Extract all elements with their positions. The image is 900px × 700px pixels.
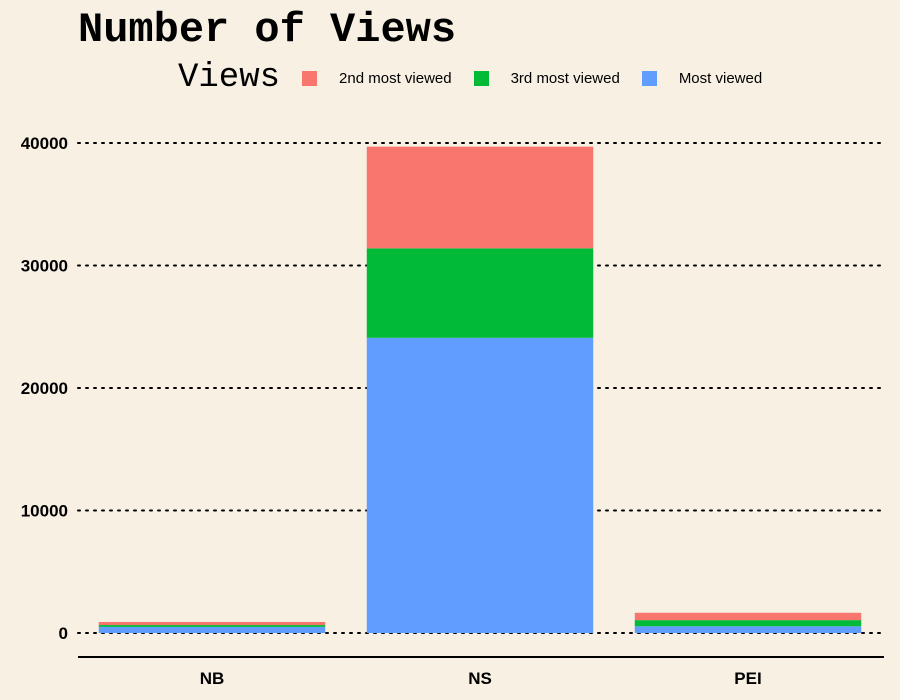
legend-swatch-most-viewed <box>641 70 657 86</box>
y-tick-label: 10000 <box>21 502 68 521</box>
y-tick-label: 0 <box>59 624 68 643</box>
bar-nb-3rd-most-viewed <box>98 625 326 627</box>
bar-pei-most-viewed <box>634 626 862 633</box>
y-tick-label: 20000 <box>21 379 68 398</box>
bar-ns-2nd-most-viewed <box>366 146 594 249</box>
legend: Views 2nd most viewed 3rd most viewed Mo… <box>178 58 784 98</box>
y-tick-label: 30000 <box>21 257 68 276</box>
legend-label-3rd-most-viewed: 3rd most viewed <box>510 69 620 87</box>
legend-swatch-2nd-most-viewed <box>302 70 318 86</box>
bar-nb-2nd-most-viewed <box>98 621 326 626</box>
x-tick-label: PEI <box>734 669 761 688</box>
x-tick-label: NS <box>468 669 492 688</box>
bar-nb-most-viewed <box>98 626 326 633</box>
bar-pei-3rd-most-viewed <box>634 620 862 627</box>
legend-swatch-3rd-most-viewed <box>473 70 489 86</box>
chart-title: Number of Views <box>78 6 457 54</box>
legend-item-3rd-most-viewed: 3rd most viewed <box>473 69 620 87</box>
legend-label-2nd-most-viewed: 2nd most viewed <box>339 69 452 87</box>
bar-ns-most-viewed <box>366 337 594 633</box>
legend-label-most-viewed: Most viewed <box>678 69 763 87</box>
legend-item-2nd-most-viewed: 2nd most viewed <box>302 70 452 87</box>
y-tick-label: 40000 <box>21 134 68 153</box>
legend-title: Views <box>178 59 281 97</box>
x-tick-label: NB <box>200 669 225 688</box>
bar-ns-3rd-most-viewed <box>366 248 594 338</box>
legend-item-most-viewed: Most viewed <box>641 69 763 87</box>
bar-pei-2nd-most-viewed <box>634 612 862 621</box>
